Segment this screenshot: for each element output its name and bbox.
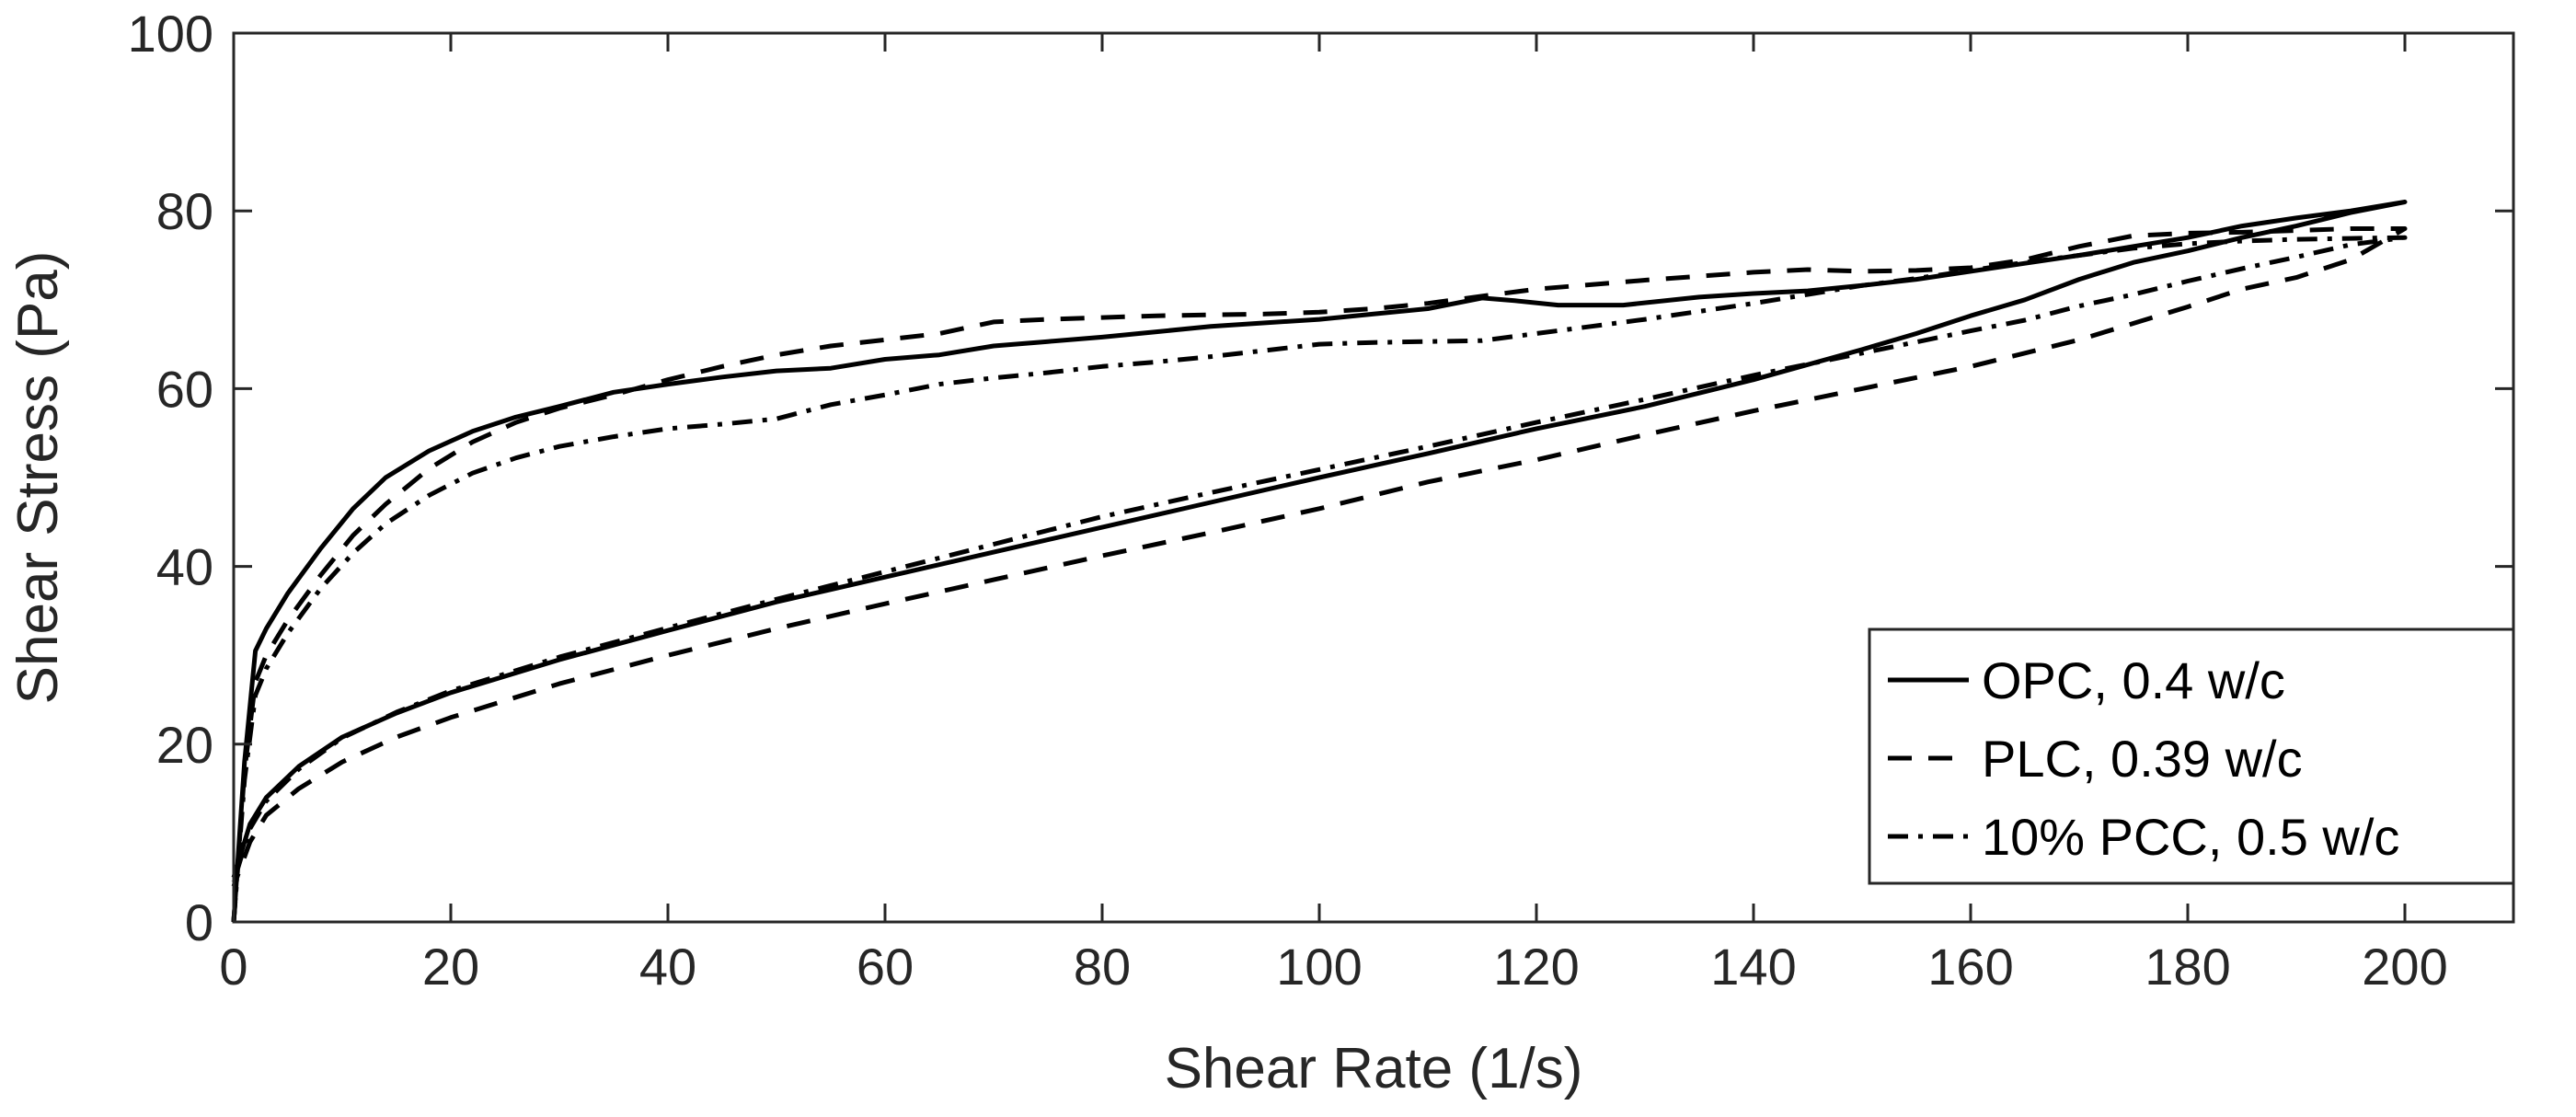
x-tick-label: 60 [857,938,914,996]
x-tick-label: 20 [422,938,479,996]
series-line-2 [231,226,2408,923]
plot-frame [232,31,2515,924]
series-layer [231,200,2408,923]
y-tick-label: 20 [156,716,213,774]
legend-items: OPC, 0.4 w/c PLC, 0.39 w/c 10% PCC, 0.5 w/… [1888,651,2399,866]
legend-label-3: 10% PCC, 0.5 w/c [1982,808,2399,866]
legend: OPC, 0.4 w/c PLC, 0.39 w/c 10% PCC, 0.5 w/… [1868,628,2515,885]
x-tick-label: 140 [1710,938,1796,996]
x-axis-title: Shear Rate (1/s) [1165,1037,1583,1100]
tick-layer: 0 20 40 60 80 100 120 140 160 180 200 0 20 40 60 80 100 [128,5,2513,996]
x-tick-label: 160 [1927,938,2013,996]
legend-label-1: OPC, 0.4 w/c [1982,651,2285,709]
x-tick-label: 120 [1493,938,1579,996]
x-tick-label: 0 [219,938,247,996]
x-tick-label: 200 [2362,938,2447,996]
y-tick-label: 40 [156,538,213,596]
legend-label-2: PLC, 0.39 w/c [1982,730,2303,788]
x-tick-label: 40 [639,938,696,996]
y-axis-title: Shear Stress (Pa) [6,251,70,705]
x-tick-label: 100 [1276,938,1362,996]
series-line-3 [231,235,2408,923]
y-tick-label: 80 [156,182,213,240]
x-tick-label: 180 [2145,938,2230,996]
y-tick-label: 100 [128,5,213,63]
legend-box [1868,628,2515,885]
x-tick-label: 80 [1074,938,1131,996]
y-tick-label: 0 [185,893,213,951]
y-tick-label: 60 [156,360,213,418]
